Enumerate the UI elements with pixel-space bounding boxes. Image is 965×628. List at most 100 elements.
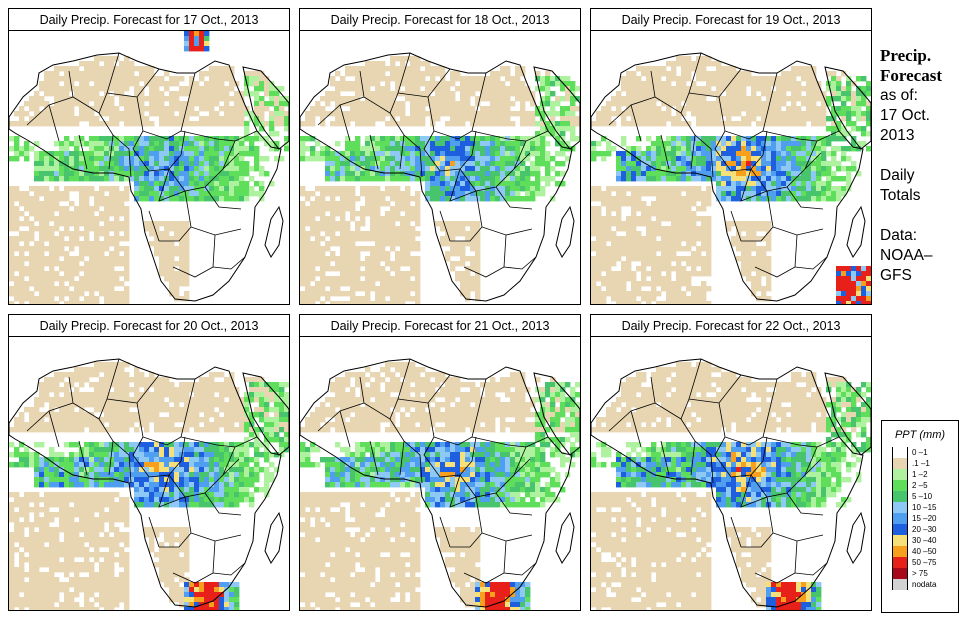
precip-cell — [550, 176, 556, 182]
precip-cell — [390, 176, 396, 182]
precip-cell — [465, 191, 471, 197]
precip-cell — [39, 256, 45, 262]
precip-cell — [746, 251, 752, 257]
precip-cell — [159, 146, 165, 152]
precip-cell — [234, 196, 240, 202]
precip-cell — [109, 101, 115, 107]
precip-cell — [686, 166, 692, 172]
precip-cell — [806, 176, 812, 182]
precip-cell — [841, 126, 847, 132]
precip-cell — [746, 71, 752, 77]
precip-cell — [786, 161, 792, 167]
precip-cell — [355, 271, 361, 277]
precip-cell — [79, 151, 85, 157]
precip-cell — [380, 111, 386, 117]
precip-cell — [54, 291, 60, 297]
precip-cell — [184, 31, 190, 37]
precip-cell — [661, 301, 667, 304]
panel-title: Daily Precip. Forecast for 19 Oct., 2013 — [591, 9, 871, 31]
precip-cell — [470, 181, 476, 187]
precip-cell — [791, 151, 797, 157]
precip-cell — [184, 161, 190, 167]
precip-cell — [535, 166, 541, 172]
precip-cell — [325, 111, 331, 117]
precip-cell — [826, 116, 832, 122]
precip-cell — [395, 231, 401, 237]
precip-cell — [666, 116, 672, 122]
precip-cell — [836, 301, 842, 304]
precip-cell — [355, 211, 361, 217]
precip-cell — [94, 71, 100, 77]
precip-cell — [420, 111, 426, 117]
precip-cell — [259, 101, 265, 107]
precip-cell — [400, 231, 406, 237]
precip-cell — [365, 281, 371, 287]
precip-cell — [801, 176, 807, 182]
precip-cell — [495, 161, 501, 167]
precip-cell — [445, 121, 451, 127]
precip-cell — [365, 191, 371, 197]
precip-cell — [104, 166, 110, 172]
precip-cell — [475, 266, 481, 272]
precip-cell — [184, 101, 190, 107]
precip-cell — [505, 121, 511, 127]
precip-cell — [626, 216, 632, 222]
precip-cell — [475, 81, 481, 87]
precip-cell — [350, 301, 356, 304]
precip-cell — [279, 156, 285, 162]
precip-cell — [94, 81, 100, 87]
precip-cell — [380, 161, 386, 167]
precip-cell — [616, 206, 622, 212]
precip-cell — [500, 111, 506, 117]
precip-cell — [119, 71, 125, 77]
precip-cell — [736, 106, 742, 112]
precip-cell — [134, 121, 140, 127]
precip-cell — [731, 176, 737, 182]
precip-cell — [796, 121, 802, 127]
precip-cell — [851, 291, 857, 297]
precip-cell — [24, 151, 30, 157]
precip-cell — [671, 191, 677, 197]
precip-cell — [330, 281, 336, 287]
precip-cell — [59, 176, 65, 182]
precip-cell — [671, 146, 677, 152]
precip-cell — [179, 111, 185, 117]
precip-cell — [340, 226, 346, 232]
precip-cell — [154, 241, 160, 247]
precip-cell — [696, 156, 702, 162]
precip-cell — [636, 191, 642, 197]
precip-cell — [159, 76, 165, 82]
precip-cell — [475, 196, 481, 202]
precip-cell — [119, 191, 125, 197]
precip-cell — [345, 121, 351, 127]
precip-cell — [631, 176, 637, 182]
precip-cell — [525, 136, 531, 142]
precip-cell — [626, 291, 632, 297]
precip-cell — [681, 271, 687, 277]
precip-cell — [129, 96, 135, 102]
precip-cell — [194, 46, 200, 52]
precip-cell — [726, 191, 732, 197]
precip-cell — [154, 191, 160, 197]
precip-cell — [89, 191, 95, 197]
precip-cell — [450, 81, 456, 87]
precip-cell — [164, 196, 170, 202]
precip-cell — [450, 181, 456, 187]
precip-cell — [239, 146, 245, 152]
precip-cell — [214, 161, 220, 167]
country-border — [660, 134, 670, 170]
precip-cell — [601, 216, 607, 222]
precip-cell — [651, 91, 657, 97]
precip-cell — [174, 196, 180, 202]
precip-cell — [360, 116, 366, 122]
precip-cell — [320, 116, 326, 122]
precip-cell — [686, 296, 692, 302]
precip-cell — [184, 116, 190, 122]
precip-cell — [686, 236, 692, 242]
precip-cell — [771, 136, 777, 142]
precip-cell — [139, 146, 145, 152]
precip-cell — [671, 61, 677, 67]
precip-cell — [159, 231, 165, 237]
precip-cell — [641, 246, 647, 252]
precip-cell — [415, 206, 421, 212]
